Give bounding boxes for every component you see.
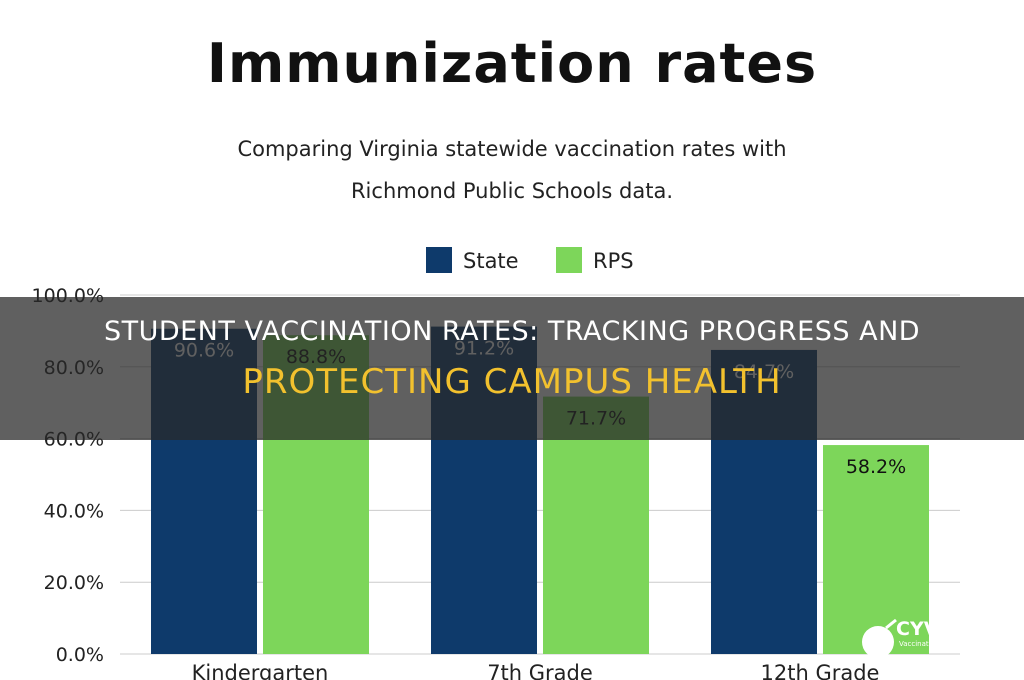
- y-tick-label: 0.0%: [56, 644, 104, 666]
- legend-swatch: [556, 247, 582, 273]
- x-tick-label: 7th Grade: [487, 661, 593, 680]
- watermark-logo-icon: [862, 618, 897, 658]
- y-tick-label: 40.0%: [44, 500, 104, 522]
- subtitle-line-1: Comparing Virginia statewide vaccination…: [237, 137, 787, 161]
- chart-title: Immunization rates: [206, 32, 818, 95]
- subtitle-line-2: Richmond Public Schools data.: [350, 179, 674, 203]
- watermark-logo-subtext: Vaccinate to Pro...: [899, 640, 963, 648]
- watermark-logo-text: CYVA: [896, 618, 952, 640]
- banner-headline-line-2: PROTECTING CAMPUS HEALTH: [242, 362, 782, 402]
- chart-subtitle: Comparing Virginia statewide vaccination…: [212, 128, 812, 212]
- data-label: 58.2%: [846, 456, 906, 478]
- y-tick-label: 20.0%: [44, 572, 104, 594]
- x-tick-label: 12th Grade: [761, 661, 880, 680]
- bar-rps: [823, 445, 929, 654]
- legend-swatch: [426, 247, 452, 273]
- legend-label: State: [463, 249, 519, 273]
- headline-banner: [0, 297, 1024, 440]
- x-tick-label: Kindergarten: [192, 661, 329, 680]
- legend-label: RPS: [593, 249, 634, 273]
- banner-headline-line-1: STUDENT VACCINATION RATES: TRACKING PROG…: [103, 316, 921, 347]
